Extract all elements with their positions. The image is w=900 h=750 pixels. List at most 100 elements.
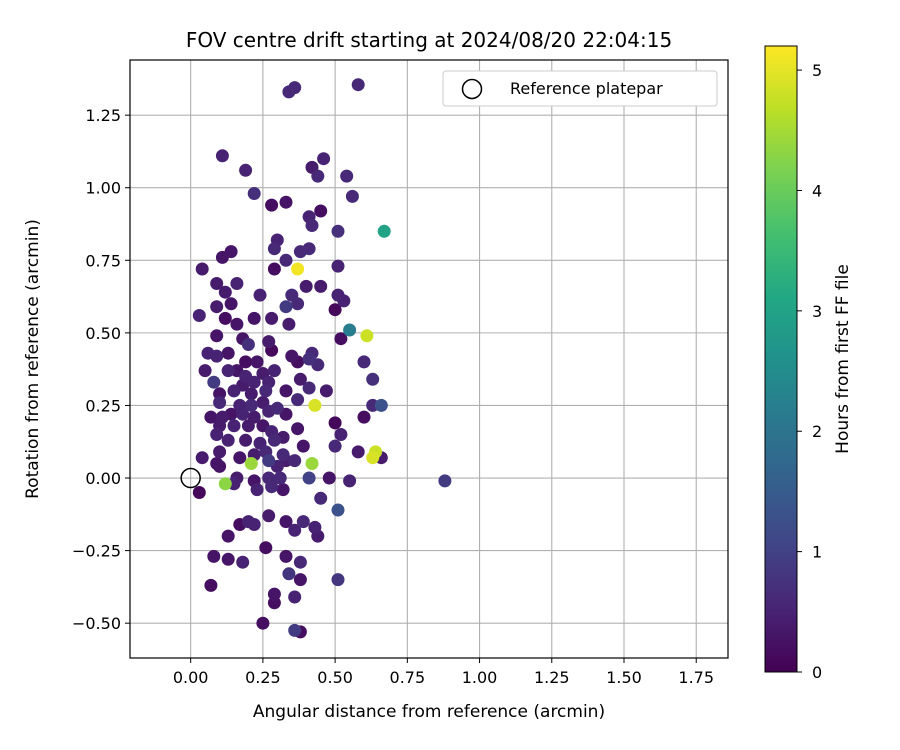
data-point [213,396,227,409]
legend-box [442,70,718,107]
colorbar-tick-label: 1 [812,543,822,562]
data-point [244,457,258,470]
data-point [218,285,232,299]
x-tick-label: 0.50 [317,668,353,687]
data-point [262,454,276,468]
data-point [210,349,224,363]
data-point [343,323,357,337]
data-point [215,149,229,163]
data-point [239,355,253,369]
data-point [314,491,328,505]
data-point [291,422,305,436]
x-tick-label: 1.50 [606,668,642,687]
x-axis-label: Angular distance from reference (arcmin) [253,702,605,722]
data-point [288,623,302,637]
data-point [265,480,279,494]
colorbar-label: Hours from first FF file [833,264,853,454]
data-point [319,384,333,398]
data-point [276,483,290,497]
data-point [241,338,255,351]
data-point [267,242,281,256]
data-point [288,523,302,537]
data-point [236,555,250,569]
data-point [247,187,261,200]
data-point [218,477,232,491]
colorbar [764,45,798,673]
data-point [259,541,273,555]
y-tick-label: 0.50 [85,324,121,343]
plot-frame [129,59,729,659]
data-point [331,224,345,238]
data-point [360,329,374,343]
legend-reference-marker [461,78,483,100]
data-point [299,279,313,293]
data-point [221,529,235,543]
data-point [241,419,255,433]
data-point [308,398,322,412]
data-point [291,262,305,276]
data-point [374,398,388,412]
data-point [207,549,221,563]
data-point [331,573,345,587]
data-point [247,518,261,531]
data-point [239,433,253,447]
data-point [279,549,293,563]
data-point [337,294,351,308]
data-point [293,573,307,587]
y-tick-label: −0.50 [72,614,121,633]
data-point [213,459,227,473]
data-point [265,311,279,325]
data-point [227,419,241,433]
data-point [296,515,310,529]
data-point [204,410,218,424]
data-point [328,303,342,317]
data-point [351,445,365,459]
data-point [213,445,227,459]
data-point [230,277,244,290]
data-point [302,242,316,256]
data-point [210,300,224,314]
y-tick-label: 0.25 [85,396,121,415]
data-point [302,471,316,485]
data-point [221,552,235,566]
colorbar-tick-label: 0 [812,663,822,682]
data-point [233,451,247,465]
legend-label: Reference platepar [510,79,663,98]
data-point [357,355,371,369]
reference-platepar-marker [180,467,201,489]
data-point [291,393,305,407]
data-point [305,219,319,232]
data-point [328,439,342,453]
x-tick-label: 0.75 [390,668,426,687]
data-point [343,474,357,488]
data-point [366,451,380,465]
y-tick-label: 1.25 [85,106,121,125]
x-tick-label: 1.00 [462,668,498,687]
data-point [305,457,319,470]
x-axis-ticks: 0.00 0.25 0.50 0.75 1.00 1.25 1.50 1.75 [173,658,714,687]
data-point [282,317,296,331]
data-point [273,471,287,485]
data-point [210,277,224,290]
data-point [288,454,302,468]
data-point [314,279,328,293]
data-point [198,364,212,378]
data-point [192,486,206,499]
data-point [250,483,264,497]
data-point [279,300,293,314]
y-tick-label: 0.75 [85,251,121,270]
data-points [192,78,452,639]
data-point [192,309,206,322]
x-tick-label: 0.00 [173,668,209,687]
data-point [334,428,348,441]
data-point [317,152,331,166]
data-point [253,288,267,302]
data-point [293,555,307,569]
x-tick-label: 1.25 [534,668,570,687]
data-point [288,590,302,604]
data-point [247,375,261,389]
data-point [331,503,345,517]
y-axis-ticks: −0.50 −0.25 0.00 0.25 0.50 0.75 1.00 1.25 [72,106,130,633]
data-point [236,407,250,421]
